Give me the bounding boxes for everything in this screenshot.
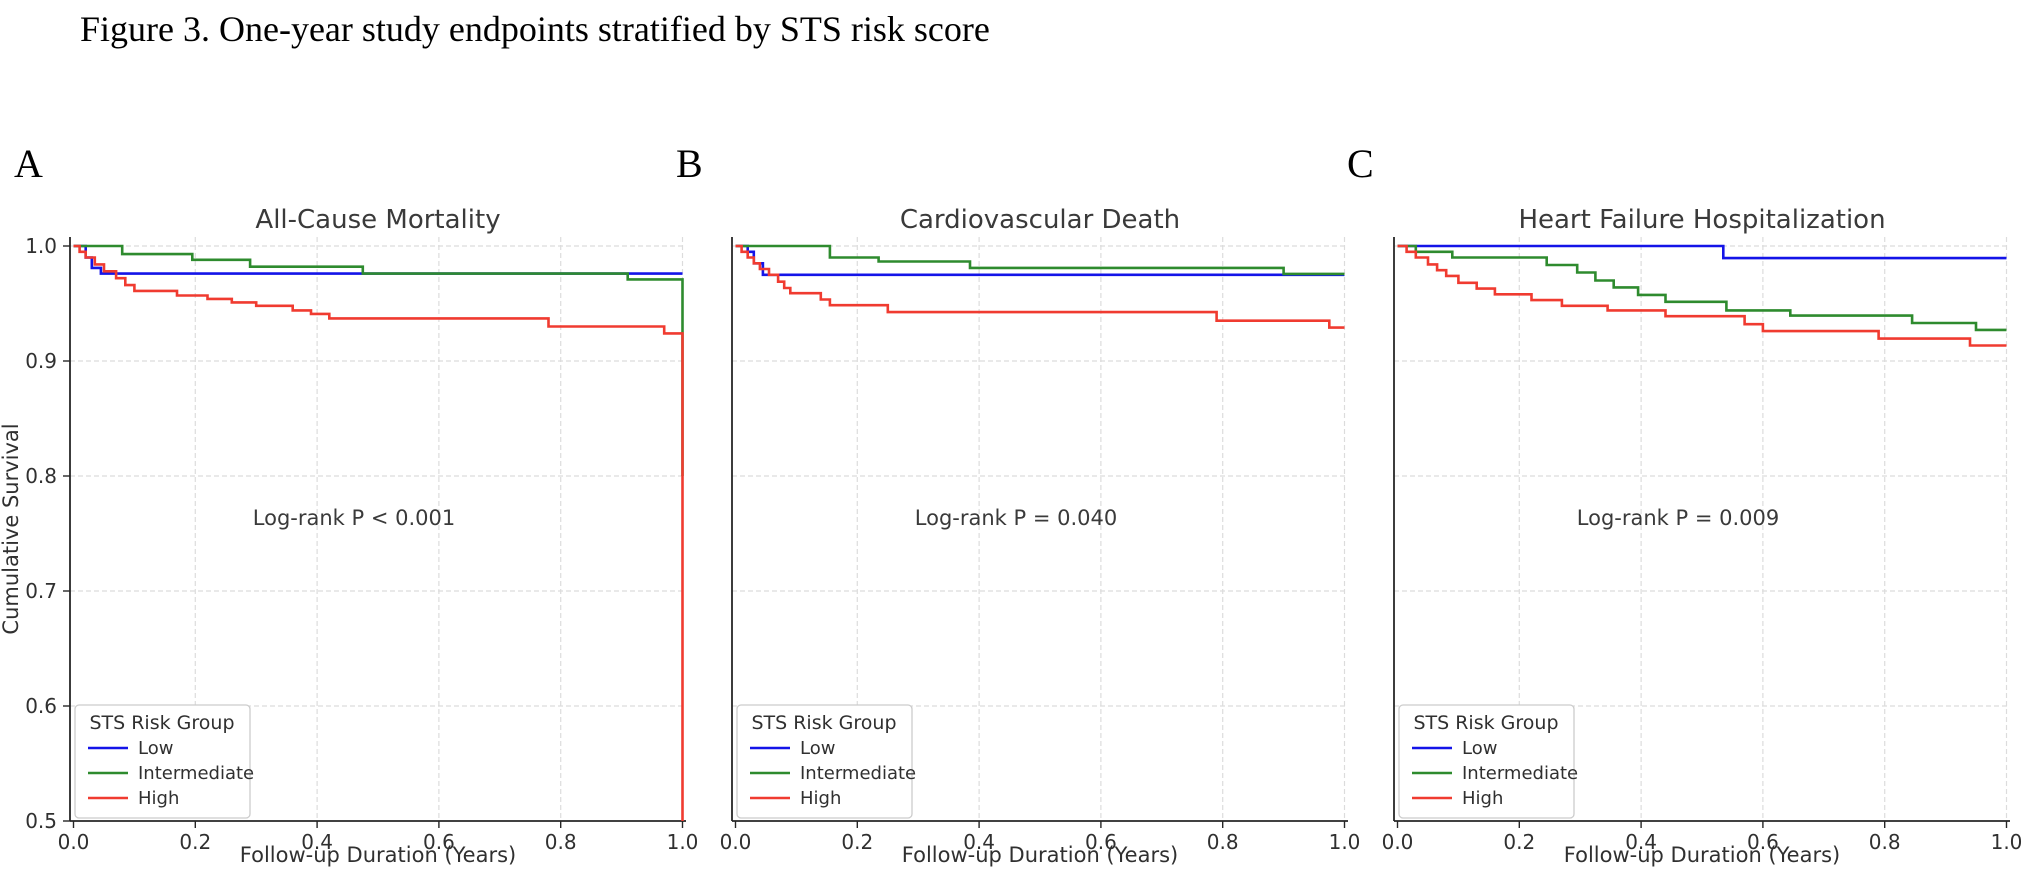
legend-label-intermediate: Intermediate	[800, 763, 916, 784]
legend-title: STS Risk Group	[1413, 712, 1558, 734]
panel-title: Heart Failure Hospitalization	[1518, 205, 1885, 235]
legend-label-high: High	[1462, 788, 1503, 809]
logrank-p-label: Log-rank P = 0.009	[1577, 506, 1779, 530]
km-curve-high	[735, 244, 1345, 329]
x-tick-label: 0.8	[545, 830, 577, 854]
x-axis-label: Follow-up Duration (Years)	[902, 843, 1178, 867]
legend-label-intermediate: Intermediate	[1462, 763, 1578, 784]
legend-label-low: Low	[138, 738, 173, 759]
gridlines	[70, 237, 686, 821]
km-curve-low	[735, 244, 1345, 277]
axes-spines	[1393, 237, 2010, 828]
x-tick-label: 1.0	[1991, 830, 2023, 854]
legend-label-low: Low	[1462, 738, 1497, 759]
x-tick-label: 0.4	[1625, 830, 1657, 854]
x-tick-label: 0.0	[720, 830, 752, 854]
x-tick-label: 0.4	[301, 830, 333, 854]
km-curve-low	[1397, 244, 2007, 260]
x-tick-label: 0.6	[423, 830, 455, 854]
figure-title: Figure 3. One-year study endpoints strat…	[80, 9, 990, 49]
km-panel-all-cause-mortality: 0.0 0.2 0.4 0.6 0.8 1.0 0.5 0.6 0.7 0.8 0.9 1.0 Foll…	[0, 205, 698, 867]
panel-title: All-Cause Mortality	[255, 205, 500, 235]
tick-labels: 0.0 0.2 0.4 0.6 0.8 1.0	[720, 830, 1361, 854]
x-tick-label: 0.6	[1747, 830, 1779, 854]
y-tick-label: 0.7	[25, 579, 57, 603]
tick-labels: 0.0 0.2 0.4 0.6 0.8 1.0 0.5 0.6 0.7 0.8 0.9 1.0	[25, 234, 698, 854]
panel-letter-c: C	[1347, 141, 1374, 186]
panel-letter-b: B	[676, 141, 703, 186]
km-curve-high	[1397, 244, 2007, 347]
legend-label-intermediate: Intermediate	[138, 763, 254, 784]
km-panel-cardiovascular-death: 0.0 0.2 0.4 0.6 0.8 1.0 Follow-up Duration (Ye…	[720, 205, 1361, 867]
logrank-p-label: Log-rank P < 0.001	[253, 506, 455, 530]
gridlines	[732, 237, 1348, 821]
km-curve-intermediate	[735, 244, 1345, 276]
legend: STS Risk Group Low Intermediate High	[1398, 704, 1578, 819]
x-tick-label: 0.4	[963, 830, 995, 854]
y-tick-label: 0.8	[25, 464, 57, 488]
x-tick-label: 1.0	[1329, 830, 1361, 854]
legend-label-high: High	[800, 788, 841, 809]
km-curve-intermediate	[1397, 244, 2007, 332]
x-axis-label: Follow-up Duration (Years)	[1564, 843, 1840, 867]
axes-spines	[63, 237, 686, 828]
legend: STS Risk Group Low Intermediate High	[736, 704, 916, 819]
y-tick-label: 0.5	[25, 809, 57, 833]
legend: STS Risk Group Low Intermediate High	[74, 704, 254, 819]
x-tick-label: 0.0	[58, 830, 90, 854]
km-curve-intermediate	[73, 244, 684, 476]
x-axis-label: Follow-up Duration (Years)	[240, 843, 516, 867]
x-tick-label: 0.0	[1382, 830, 1414, 854]
y-tick-label: 1.0	[25, 234, 57, 258]
x-tick-label: 0.8	[1207, 830, 1239, 854]
legend-label-low: Low	[800, 738, 835, 759]
km-curve-high	[73, 244, 684, 821]
x-tick-label: 0.2	[841, 830, 873, 854]
panel-letter-a: A	[14, 141, 43, 186]
y-tick-label: 0.6	[25, 694, 57, 718]
y-axis-label: Cumulative Survival	[0, 423, 23, 634]
km-curve-low	[73, 244, 683, 275]
x-tick-label: 0.2	[1503, 830, 1535, 854]
tick-labels: 0.0 0.2 0.4 0.6 0.8 1.0	[1382, 830, 2023, 854]
logrank-p-label: Log-rank P = 0.040	[915, 506, 1117, 530]
panel-title: Cardiovascular Death	[900, 205, 1180, 235]
legend-label-high: High	[138, 788, 179, 809]
x-tick-label: 0.2	[179, 830, 211, 854]
km-panel-hf-hospitalization: 0.0 0.2 0.4 0.6 0.8 1.0 Follow-up Duration (Ye…	[1382, 205, 2023, 867]
legend-title: STS Risk Group	[89, 712, 234, 734]
x-tick-label: 1.0	[667, 830, 699, 854]
x-tick-label: 0.6	[1085, 830, 1117, 854]
x-tick-label: 0.8	[1869, 830, 1901, 854]
legend-title: STS Risk Group	[751, 712, 896, 734]
axes-spines	[731, 237, 1348, 828]
y-tick-label: 0.9	[25, 349, 57, 373]
